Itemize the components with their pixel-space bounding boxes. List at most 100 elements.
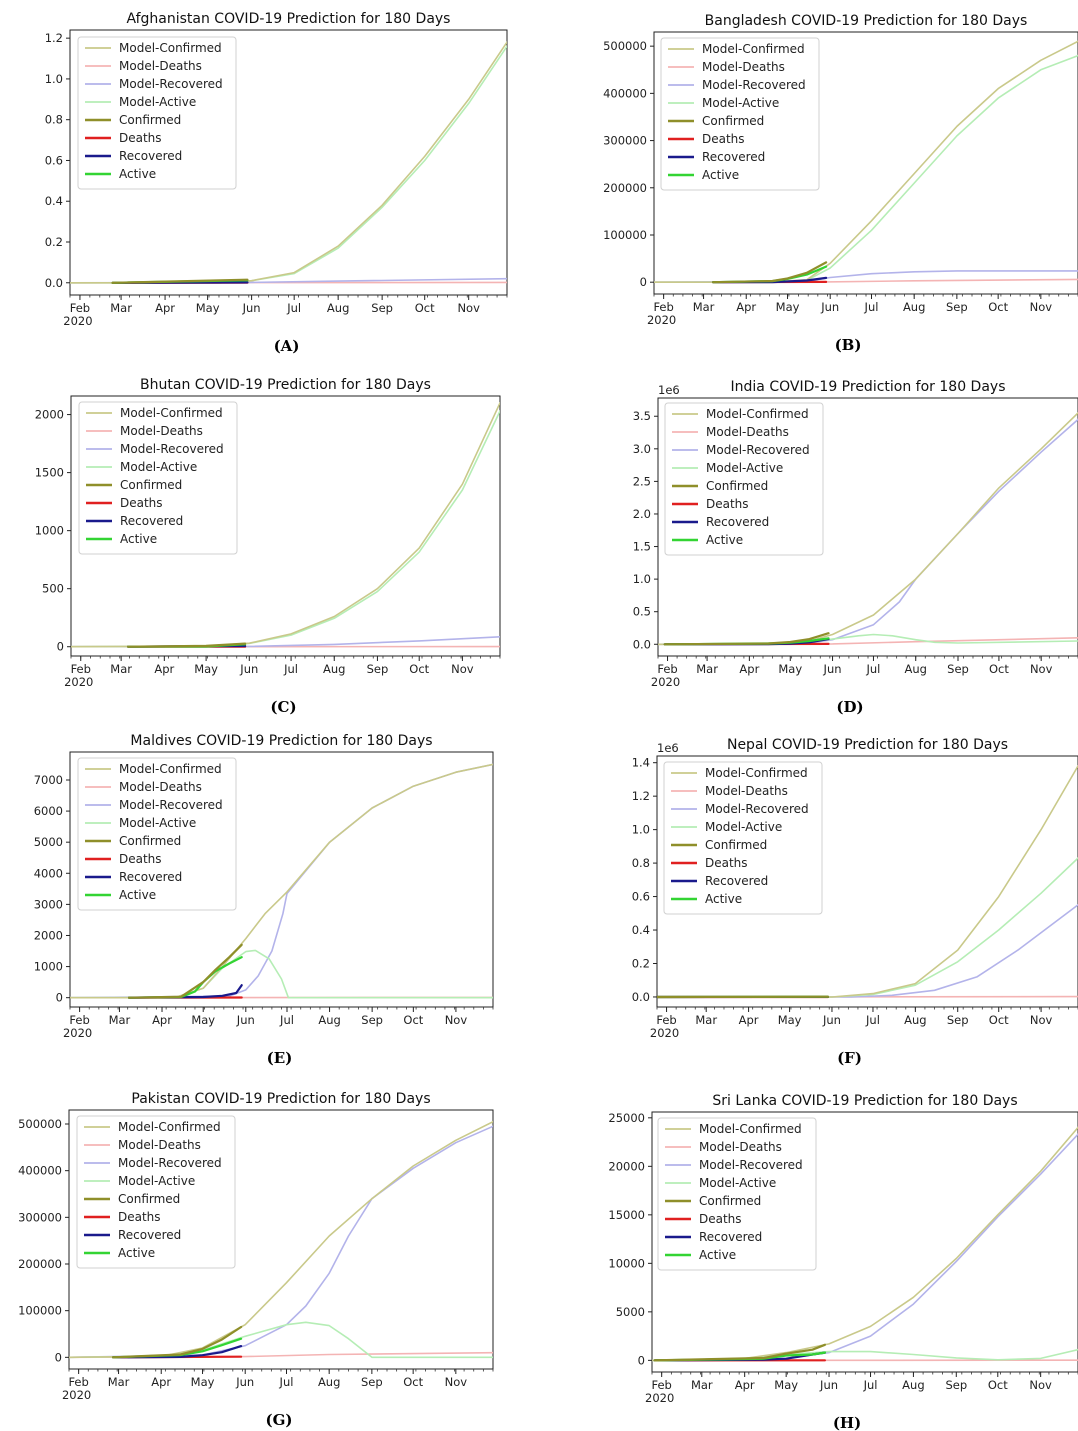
x-tick-label: Jul [279,1375,294,1389]
x-tick-label: Nov [1029,1378,1052,1392]
legend-box [663,761,823,915]
legend-label-model-recovered: Model-Recovered [699,1158,803,1172]
x-tick-label: Oct [415,301,435,315]
chart-title: Nepal COVID-19 Prediction for 180 Days [727,737,1008,753]
chart-title: Sri Lanka COVID-19 Prediction for 180 Da… [712,1093,1017,1109]
legend-label-model-active: Model-Active [706,461,783,475]
plot-area [657,765,1078,999]
legend-box [76,1115,236,1269]
y-tick-label: 0.0 [633,637,651,651]
y-tick-label: 0.8 [45,113,63,127]
panel-caption: (C) [270,698,296,716]
series-line-model-active [70,949,493,999]
y-tick-label: 0.4 [45,194,63,208]
y-tick-label: 0.2 [632,956,650,970]
x-tick-label: May [191,1375,215,1389]
chart-title: Maldives COVID-19 Prediction for 180 Day… [130,733,432,749]
series-line-confirmed [712,261,828,284]
x-tick-label: Sep [945,1378,967,1392]
legend-label-active: Active [706,533,743,547]
x-tick-label: Feb 2020 [651,662,680,689]
y-tick-label: 0.6 [45,153,63,167]
x-tick-label: Apr [736,300,756,314]
x-tick-label: Jul [865,1013,880,1027]
panel-caption: (G) [265,1411,292,1429]
x-tick-label: Apr [155,301,175,315]
y-tick-label: 400000 [18,1164,62,1178]
legend-label-confirmed: Confirmed [706,479,768,493]
series-line-confirmed [127,642,247,648]
y-tick-label: 1.0 [632,823,650,837]
x-tick-label: Jun [819,1378,838,1392]
chart-panel-d: India COVID-19 Prediction for 180 Days 0.… [633,379,1078,716]
x-tick-label: Jun [822,1013,841,1027]
legend-box [77,757,237,911]
chart-title: Bangladesh COVID-19 Prediction for 180 D… [705,13,1028,29]
series-line-recovered [111,1344,243,1359]
panel-caption: (F) [837,1049,862,1067]
x-tick-label: Sep [361,1375,383,1389]
chart-panel-e: Maldives COVID-19 Prediction for 180 Day… [34,733,494,1067]
y-tick-label: 3000 [34,897,63,911]
x-tick-label: Nov [445,1013,468,1027]
legend-label-model-confirmed: Model-Confirmed [119,762,222,776]
legend-label-recovered: Recovered [119,149,182,163]
legend-label-recovered: Recovered [705,874,768,888]
legend-label-model-active: Model-Active [120,460,197,474]
series-line-model-confirmed [70,763,493,999]
legend-label-recovered: Recovered [120,514,183,528]
legend-label-recovered: Recovered [706,515,769,529]
legend-label-active: Active [705,892,742,906]
legend-label-recovered: Recovered [118,1228,181,1242]
legend-label-deaths: Deaths [119,131,162,145]
legend-label-confirmed: Confirmed [705,838,767,852]
x-tick-label: Apr [739,1013,759,1027]
x-tick-label: Jul [279,1013,294,1027]
y-tick-label: 200000 [603,181,647,195]
chart-title: Pakistan COVID-19 Prediction for 180 Day… [131,1091,430,1107]
x-tick-label: Aug [327,301,349,315]
y-tick-label: 5000 [34,835,63,849]
x-tick-label: May [191,1013,215,1027]
legend-box [77,36,237,190]
legend-label-model-active: Model-Active [705,820,782,834]
x-tick-label: Jul [283,662,298,676]
x-tick-label: Mar [693,300,715,314]
x-tick-label: Nov [457,301,480,315]
legend-label-active: Active [119,888,156,902]
x-tick-label: Jul [863,1378,878,1392]
chart-panel-a: Afghanistan COVID-19 Prediction for 180 … [45,11,508,355]
legend-label-model-recovered: Model-Recovered [119,798,223,812]
x-tick-label: May [194,662,218,676]
y-tick-label: 1000 [34,960,63,974]
legend-label-recovered: Recovered [702,150,765,164]
x-tick-label: Jun [242,301,261,315]
x-tick-label: Sep [947,1013,969,1027]
series-line-model-recovered [71,635,500,648]
chart-panel-b: Bangladesh COVID-19 Prediction for 180 D… [603,13,1078,354]
series-line-confirmed [111,278,249,284]
x-tick-label: Apr [151,1375,171,1389]
y-tick-label: 2.5 [633,474,651,488]
y-tick-label: 3.0 [633,442,651,456]
legend-label-model-recovered: Model-Recovered [120,442,224,456]
plot-area [654,40,1078,284]
y-tick-label: 2000 [35,408,64,422]
y-tick-label: 1.2 [45,31,63,45]
series-line-model-confirmed [69,1120,493,1359]
x-tick-label: Jun [235,1375,254,1389]
series-line-confirmed [663,632,830,646]
y-tick-label: 1.0 [633,572,651,586]
y-tick-label: 1000 [35,524,64,538]
legend-label-model-active: Model-Active [699,1176,776,1190]
legend-label-confirmed: Confirmed [120,478,182,492]
legend-label-model-deaths: Model-Deaths [699,1140,782,1154]
y-tick-label: 0.4 [632,923,650,937]
x-tick-label: Mar [110,301,132,315]
legend-label-active: Active [119,167,156,181]
legend-label-model-recovered: Model-Recovered [705,802,809,816]
legend: Model-Confirmed Model-Deaths Model-Recover… [77,36,237,190]
y-tick-label: 1.4 [632,756,650,770]
legend: Model-Confirmed Model-Deaths Model-Recover… [77,757,237,911]
x-tick-label: Oct [403,1013,423,1027]
